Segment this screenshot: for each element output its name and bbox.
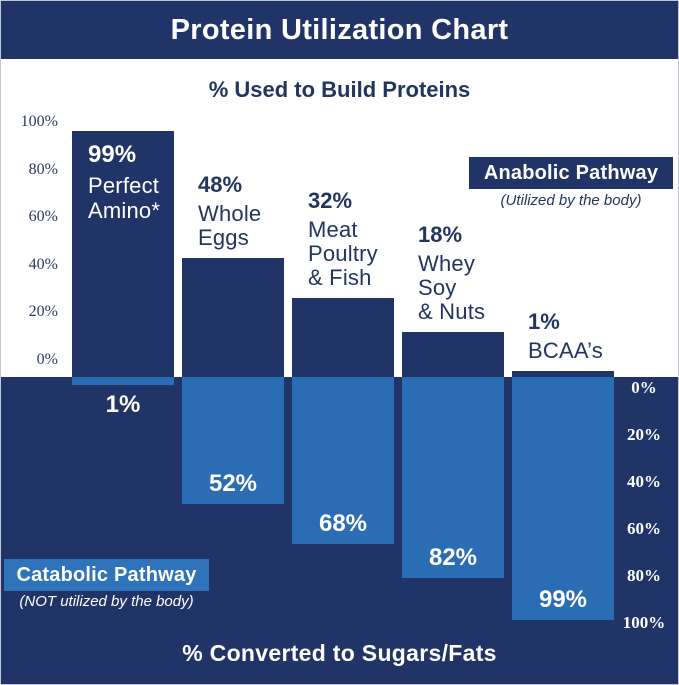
bar-label-above: 32% Meat Poultry & Fish [308,188,378,290]
anabolic-bar [182,258,284,377]
bar-name-line: Perfect [88,173,160,198]
axis-tick-left: 0% [36,351,58,368]
anabolic-bar [512,371,614,377]
axis-tick-right: 40% [627,472,661,491]
bar-name-line: BCAA’s [528,338,603,363]
axis-tick-right: 80% [627,566,661,585]
bar-build-value: 18% [418,222,463,247]
axis-tick-left: 100% [20,113,58,130]
catabolic-bar [292,377,394,544]
bar-name-line: Amino* [88,198,161,223]
bar-label-above: 18% Whey Soy & Nuts [418,222,485,324]
top-axis-title: % Used to Build Proteins [208,77,471,102]
bar-name-line: Poultry [308,241,378,266]
anabolic-bar [292,298,394,377]
bar-converted-value: 82% [428,544,478,571]
anabolic-pathway-legend: Anabolic Pathway [469,157,673,189]
bar-converted-value: 1% [105,391,141,418]
bar-build-value: 99% [88,141,137,168]
bar-name-line: Whey [418,251,476,276]
chart-title: Protein Utilization Chart [170,13,509,46]
catabolic-pathway-caption: (NOT utilized by the body) [19,593,194,610]
bar-name-line: Eggs [198,225,249,250]
bar-label-above: 1% BCAA’s [528,309,603,363]
bar-build-value: 1% [528,309,560,334]
anabolic-pathway-caption: (Utilized by the body) [500,192,642,209]
bar-converted-value: 99% [538,586,588,613]
bar-name-line: Meat [308,217,358,242]
axis-tick-right: 20% [627,425,661,444]
axis-tick-left: 20% [28,303,58,321]
catabolic-pathway-label: Catabolic Pathway [16,563,197,586]
axis-tick-left: 80% [28,160,58,178]
anabolic-pathway-label: Anabolic Pathway [483,161,659,184]
axis-tick-left: 60% [28,208,58,226]
bar-name-line: Whole [198,201,262,226]
bar-label-inside: 99% Perfect Amino* [88,141,160,223]
axis-tick-right: 0% [631,378,657,397]
axis-tick-right: 60% [627,519,661,538]
bar-converted-value: 52% [208,470,258,497]
bar-name-line: Soy [418,275,457,300]
catabolic-bar [402,377,504,578]
bar-build-value: 32% [308,188,353,213]
bar-name-line: & Fish [308,265,372,290]
anabolic-bar [402,332,504,377]
catabolic-bar [512,377,614,620]
bar-build-value: 48% [198,172,243,197]
catabolic-bar [182,377,284,504]
bar-converted-value: 68% [318,510,368,537]
chart-header-band: Protein Utilization Chart [1,1,678,59]
axis-tick-right: 100% [622,613,666,632]
anabolic-bar [72,131,174,377]
catabolic-pathway-legend: Catabolic Pathway [4,559,209,591]
bar-name-line: & Nuts [418,299,486,324]
axis-tick-left: 40% [28,255,58,273]
bottom-axis-title: % Converted to Sugars/Fats [182,640,497,666]
bar-label-above: 48% Whole Eggs [198,172,261,250]
catabolic-bar [72,377,174,385]
